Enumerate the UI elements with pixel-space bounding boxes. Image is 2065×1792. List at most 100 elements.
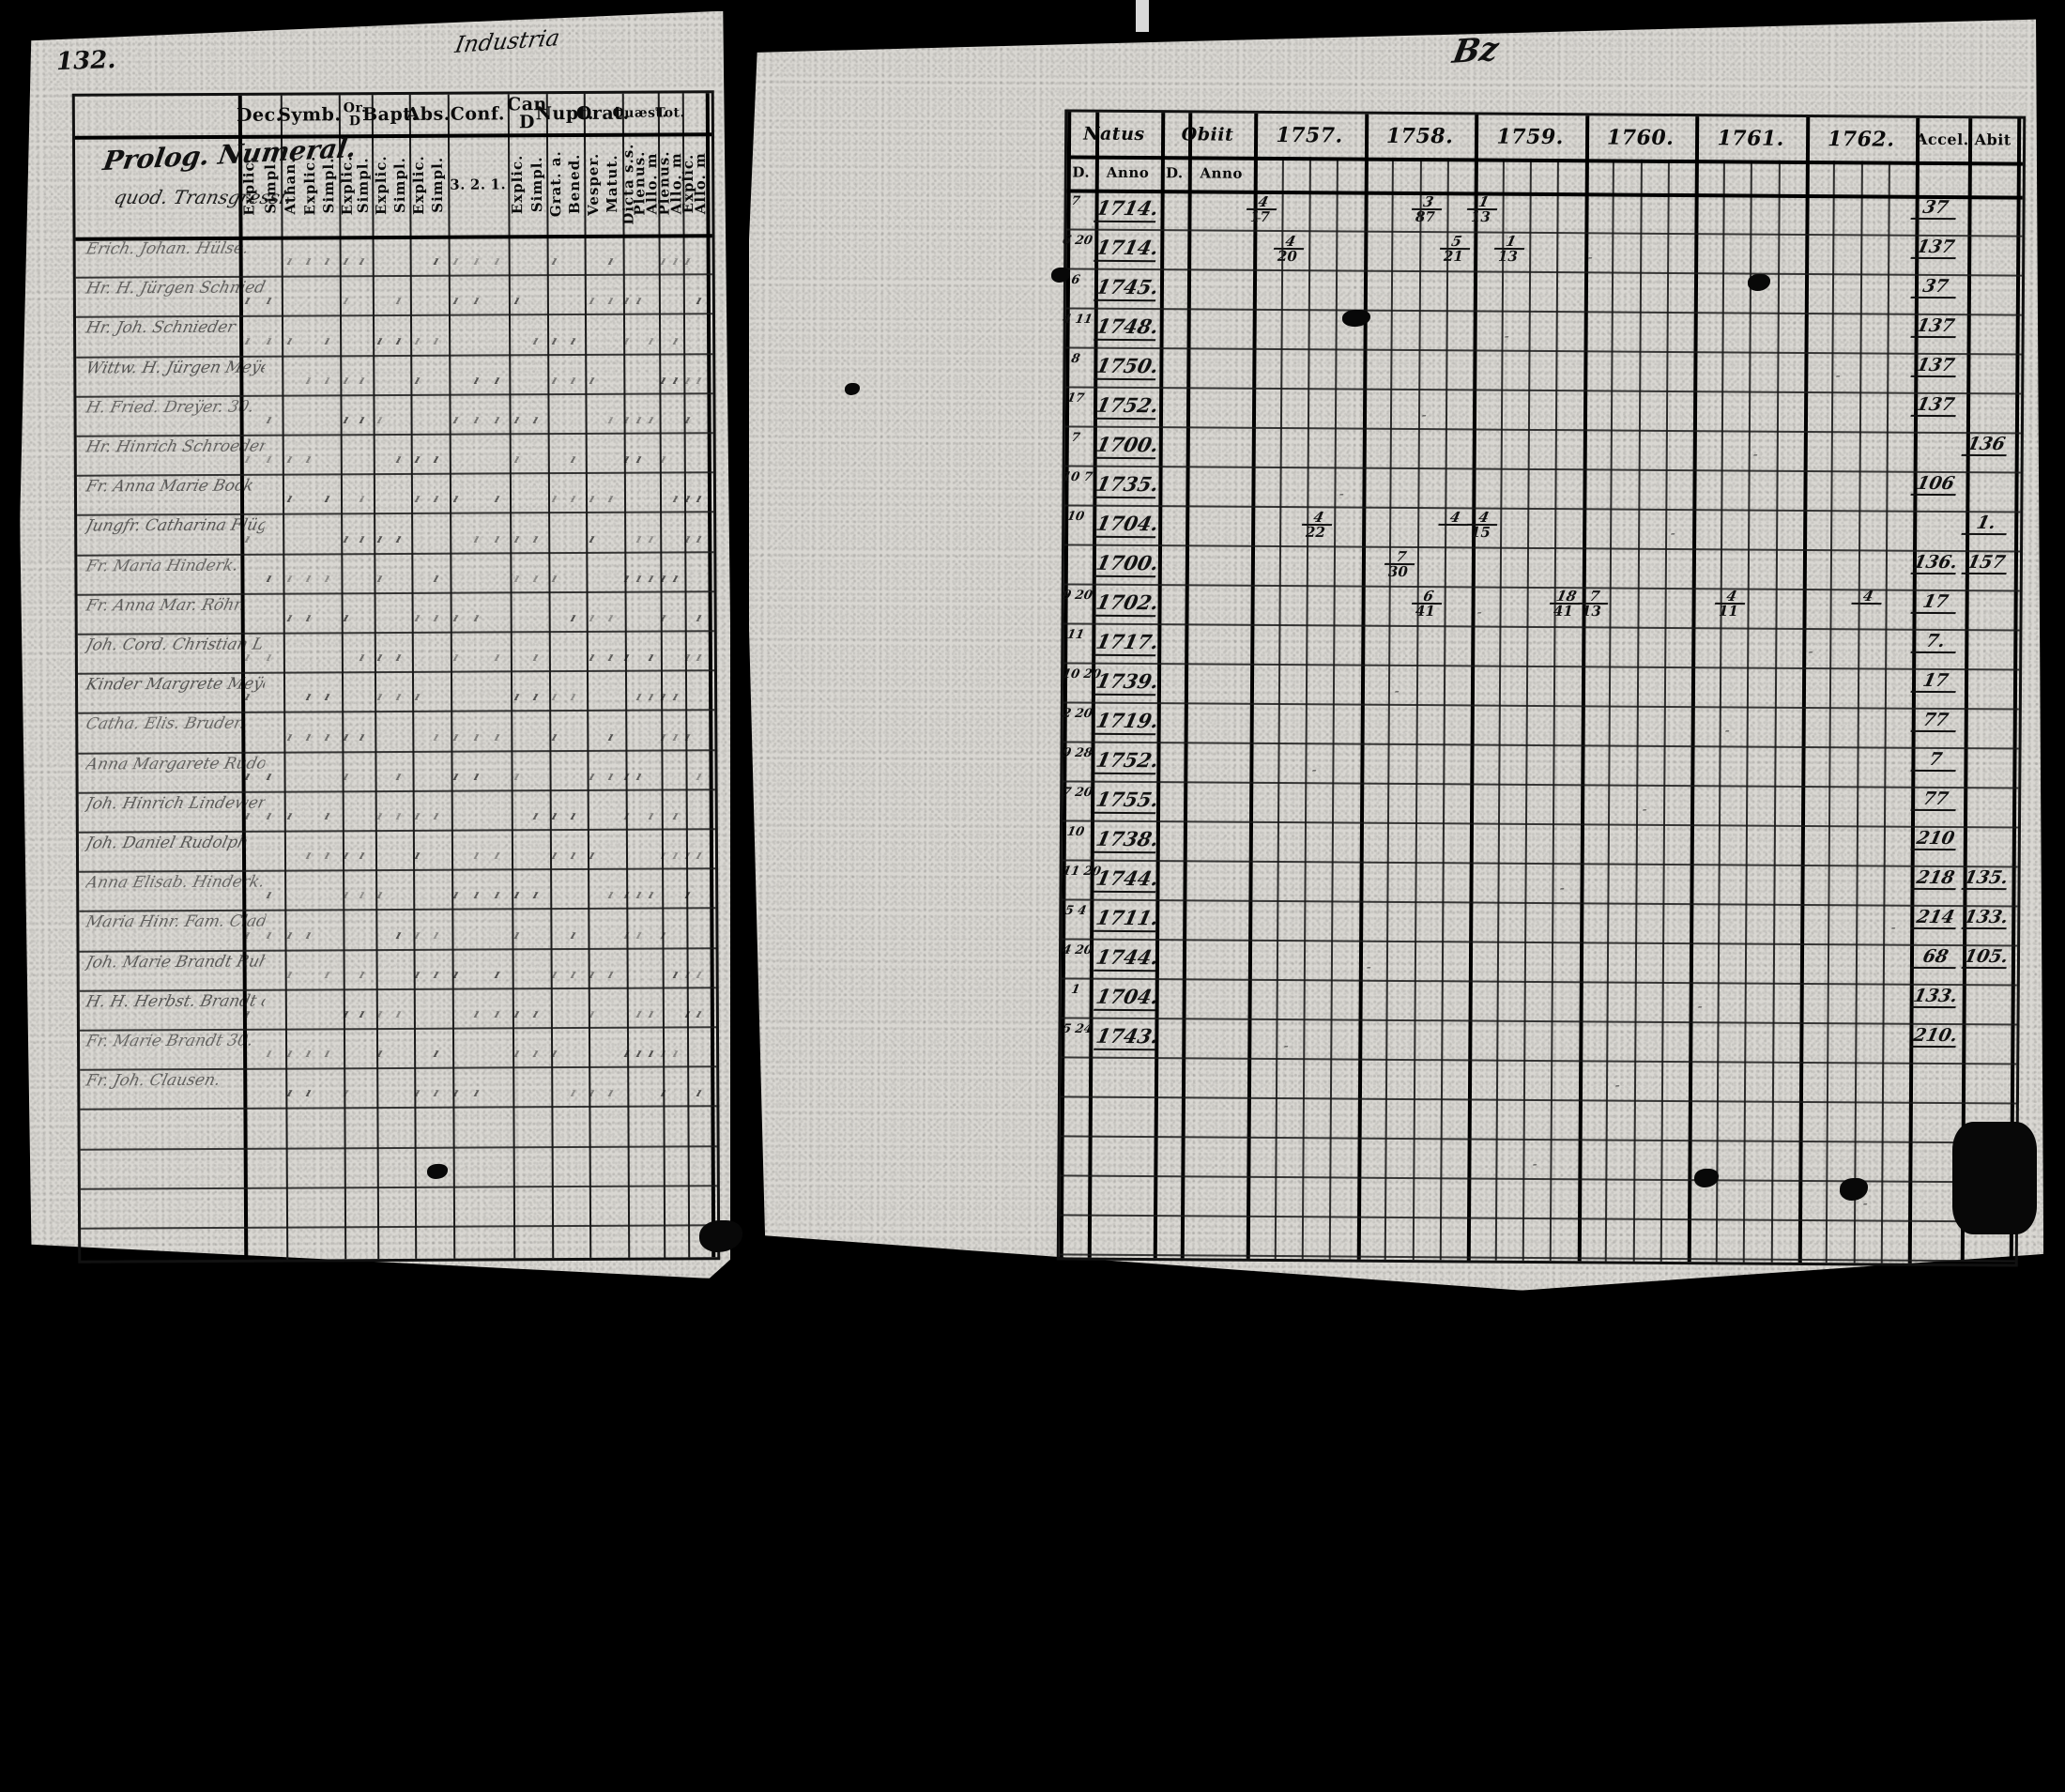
table-row-rule (1060, 1214, 2016, 1223)
column-header-accel: Accel. (1915, 130, 1969, 149)
table-column-divider (371, 95, 380, 1260)
table-row-rule (1064, 544, 2021, 553)
table-group-divider (1797, 116, 1811, 1263)
column-header-year-1757: 1757. (1276, 123, 1343, 148)
column-subheader-3: 3. (450, 176, 466, 193)
register-name-entry: Joh. Hinrich Lindewer. (84, 793, 268, 814)
accel-value: 133. (1910, 985, 1961, 1009)
table-row-rule (1064, 504, 2021, 513)
register-name-entry: Anna Elisab. Hinderk. (84, 872, 267, 893)
table-row-rule (76, 432, 713, 437)
table-column-divider (621, 93, 630, 1258)
ink-blot (427, 1164, 448, 1179)
natus-day-value: 7 (1070, 193, 1081, 209)
natus-year-value: 1700. (1093, 550, 1161, 578)
natus-year-value: 1704. (1093, 511, 1161, 539)
column-subheader-explic: Explic. (409, 155, 428, 215)
column-subheader-grata: Grat. a. (546, 150, 564, 218)
accel-value: 17 (1910, 590, 1961, 615)
natus-year-value: 1717. (1093, 629, 1161, 657)
table-header-rule (1066, 189, 2023, 200)
abit-value: 105. (1961, 945, 2011, 970)
table-group-divider (1467, 115, 1479, 1261)
column-subheader-2: 2. (469, 175, 486, 193)
table-group-divider (1960, 118, 1973, 1264)
column-header-natus: Natus (1083, 123, 1145, 145)
column-subheader-simpl: Simpl. (354, 157, 373, 214)
column-header-qust: Quæst. (612, 105, 667, 121)
accel-value: 210. (1910, 1024, 1961, 1049)
year-entry-mark: 1 13 (1464, 193, 1501, 225)
accel-value: 17 (1910, 669, 1961, 694)
accel-value: 37 (1910, 275, 1961, 299)
register-name-entry: Fr. Anna Marie Bock (84, 476, 256, 497)
natus-year-value: 1744. (1093, 944, 1161, 973)
column-subheader-obiit-d: D. (1165, 163, 1184, 181)
table-subcolumn-divider (1660, 159, 1670, 1262)
table-row-rule (80, 1144, 717, 1151)
register-name-entry: Hr. Hinrich Schroeder 80. (84, 437, 268, 457)
accel-value: 37 (1910, 196, 1961, 221)
accel-value: 106 (1910, 472, 1961, 497)
table-row-rule (1062, 859, 2018, 868)
natus-day-value: 9 28 (1061, 745, 1094, 761)
table-group-divider (1688, 116, 1700, 1263)
table-group-divider (1577, 115, 1590, 1262)
table-subcolumn-divider (1329, 157, 1339, 1260)
year-entry-mark: 5 21 (1436, 233, 1473, 265)
natus-day-value: 7 (1070, 430, 1081, 446)
natus-year-value: 1752. (1093, 747, 1161, 775)
table-subcolumn-divider (1880, 161, 1890, 1264)
accel-value: 137 (1910, 354, 1961, 378)
natus-day-value: 8 (1070, 351, 1081, 367)
left-column-group-subtitle: quod. Transgressi. (112, 186, 295, 208)
year-entry-mark: 4 (1851, 588, 1886, 605)
column-subheader-natus-d: D. (1072, 162, 1091, 181)
table-row-rule (1061, 1017, 2017, 1026)
column-header-bapt: Bapt. (362, 103, 419, 125)
column-header-year-1760: 1760. (1606, 125, 1675, 150)
table-row-rule (77, 550, 714, 557)
register-name-entry: H. Fried. Dreÿer. 30. (84, 397, 256, 418)
abit-value: 133. (1961, 906, 2011, 930)
column-header-dec: Dec. (236, 104, 283, 126)
table-group-divider (1246, 113, 1259, 1259)
natus-day-value: 9 20 (1061, 588, 1094, 604)
year-entry-mark: 7 13 (1574, 588, 1611, 620)
year-entry-mark: 4 22 (1298, 509, 1335, 541)
natus-year-value: 1748. (1093, 314, 1161, 342)
table-row-rule (1063, 741, 2019, 750)
natus-day-value: 5 4 (1063, 903, 1088, 919)
accel-value: 77 (1910, 788, 1961, 812)
table-row-rule (1060, 1174, 2016, 1184)
natus-day-value: 5 24 (1061, 1021, 1094, 1037)
natus-year-value: 1704. (1093, 984, 1161, 1012)
table-row-rule (1064, 465, 2021, 474)
ink-blot (1748, 274, 1770, 291)
register-name-entry: Catha. Elis. Bruder. (84, 714, 248, 734)
column-subheader-simpl: Simpl. (429, 156, 447, 213)
accel-value: 137 (1910, 393, 1961, 418)
table-row-rule (1066, 228, 2023, 237)
table-subcolumn-divider (1715, 160, 1725, 1263)
table-subcolumn-divider (1301, 157, 1311, 1260)
natus-day-value: 7 20 (1061, 785, 1094, 801)
register-name-entry: Fr. Joh. Clausen. (84, 1070, 222, 1091)
column-subheader-bened: Bened. (565, 153, 584, 215)
table-row-rule (1062, 819, 2018, 829)
register-name-entry: Fr. Marie Brandt 30. (84, 1031, 255, 1051)
column-subheader-obiit-anno: Anno (1200, 163, 1243, 182)
table-column-divider (583, 93, 592, 1258)
table-row-rule (77, 630, 714, 636)
natus-year-value: 1739. (1093, 668, 1161, 697)
table-column-divider (281, 95, 289, 1260)
column-header-conf: Conf. (450, 102, 506, 125)
table-column-divider (545, 94, 555, 1259)
table-subcolumn-divider (1604, 159, 1615, 1262)
natus-year-value: 1702. (1093, 590, 1161, 618)
table-row-rule (81, 1224, 718, 1230)
register-name-entry: Joh. Marie Brandt Ruh. (84, 952, 268, 973)
year-entry-mark: 7 30 (1381, 548, 1418, 580)
ink-blot (1051, 268, 1070, 283)
natus-day-value: 11 20 (1061, 864, 1103, 880)
